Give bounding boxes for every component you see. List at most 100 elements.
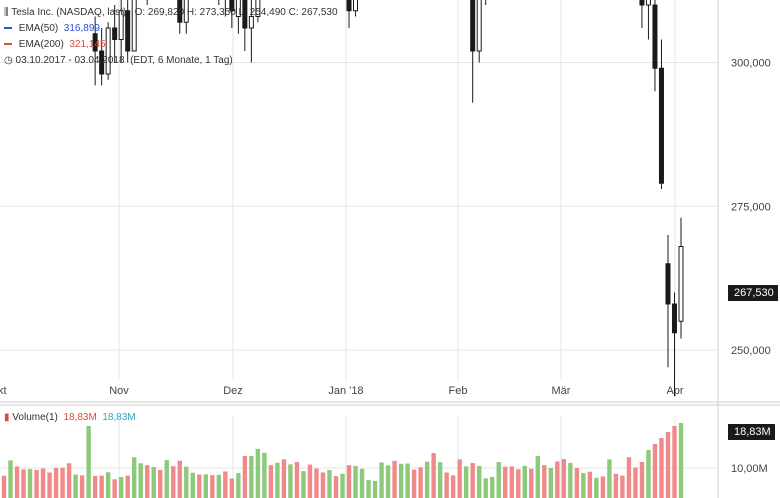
volume-bar [14, 466, 20, 498]
volume-bar [392, 460, 397, 498]
volume-bar [1, 475, 7, 498]
bar-chart-icon[interactable]: ⫼ [4, 7, 9, 18]
y-tick-label: 275,000 [731, 201, 771, 213]
volume-icon[interactable]: ▮ [4, 412, 10, 423]
candle-body [671, 303, 677, 334]
volume-bar [379, 462, 384, 498]
candle-body [470, 0, 476, 52]
date-range: 03.10.2017 - 03.04.2018 [15, 55, 125, 66]
volume-bar [268, 465, 274, 498]
volume-bar [594, 477, 599, 498]
instrument-title: Tesla Inc. (NASDAQ, last) [11, 7, 127, 18]
volume-bar [66, 463, 72, 498]
volume-bar [255, 448, 261, 498]
candle-body [248, 16, 254, 29]
volume-value-2: 18,83M [102, 412, 136, 423]
volume-bar [151, 466, 156, 498]
volume-bar [249, 456, 254, 498]
ema200-label: EMA(200) [18, 39, 64, 50]
volume-bar [307, 464, 313, 498]
volume-bar [216, 474, 222, 498]
volume-bar [314, 468, 319, 498]
volume-bar [490, 476, 495, 498]
candle-body [652, 4, 658, 69]
volume-bar [125, 475, 130, 498]
volume-bar [40, 468, 46, 498]
volume-bar [398, 463, 404, 498]
volume-bar [203, 474, 208, 498]
volume-legend: ▮ Volume(1) 18,83M 18,83M [4, 412, 136, 424]
volume-bar [646, 450, 651, 498]
volume-bar [496, 462, 501, 498]
y-tick-label: 300,000 [731, 58, 771, 70]
volume-bar [171, 466, 176, 498]
ema50-legend[interactable]: EMA(50) 316,899 [4, 23, 100, 35]
volume-bar [372, 480, 378, 498]
candle-body [658, 67, 664, 184]
y-tick-label: 250,000 [731, 345, 771, 357]
volume-bar [301, 471, 306, 498]
candle-body [476, 0, 482, 52]
volume-bar [21, 469, 26, 498]
ema50-value: 316,899 [63, 23, 100, 34]
volume-bar [633, 467, 638, 498]
volume-bar [561, 459, 567, 498]
volume-bar [112, 479, 117, 498]
volume-bar [542, 465, 547, 498]
candle-body [346, 0, 352, 12]
volume-bar [229, 478, 235, 498]
volume-bar [138, 463, 143, 498]
x-tick-label: Dez [223, 385, 243, 397]
volume-bar [288, 464, 293, 498]
volume-bar [145, 465, 150, 498]
clock-icon[interactable]: ◷ [4, 55, 13, 66]
candle-body [242, 0, 248, 29]
volume-bar [444, 472, 449, 498]
volume-bar [210, 475, 215, 498]
range-meta: (EDT, 6 Monate, 1 Tag) [130, 55, 233, 66]
volume-bar [105, 472, 111, 498]
candle-body [131, 0, 137, 52]
x-tick-label: Mär [552, 385, 571, 397]
volume-bar [639, 461, 645, 498]
volume-bar [620, 475, 625, 498]
volume-bar [177, 460, 182, 498]
candle-body [183, 0, 189, 23]
volume-bar [340, 473, 345, 498]
candle-body [177, 0, 183, 23]
volume-bar [333, 476, 339, 498]
candle-body [255, 0, 261, 17]
volume-bar [281, 459, 287, 498]
candle-body [118, 10, 124, 40]
volume-bar [431, 453, 436, 498]
ema200-legend[interactable]: EMA(200) 321,145 [4, 39, 106, 51]
volume-bar [327, 470, 332, 498]
candle-body [105, 27, 111, 75]
x-tick-label: Jan '18 [328, 385, 363, 397]
candle-body [235, 0, 241, 17]
volume-bar [118, 476, 124, 498]
volume-bar [86, 426, 91, 498]
ema200-value: 321,145 [69, 39, 106, 50]
volume-bar [366, 480, 371, 498]
volume-bar [223, 471, 228, 498]
volume-bar [607, 459, 612, 498]
volume-bar [613, 473, 619, 498]
volume-bar [626, 457, 632, 498]
volume-bar [27, 469, 33, 498]
volume-bar [184, 466, 189, 498]
volume-bar [568, 463, 573, 498]
candle-body [112, 27, 118, 40]
volume-bar [60, 467, 65, 498]
ohlc-readout: O: 269,820 H: 273,350 L: 254,490 C: 267,… [134, 7, 338, 18]
volume-bar [236, 473, 241, 498]
candle-body [99, 50, 105, 75]
volume-bar [190, 472, 195, 498]
volume-bar [470, 463, 475, 498]
volume-bar [34, 469, 39, 498]
volume-bar [73, 474, 78, 498]
volume-bar [424, 461, 430, 498]
volume-bar [672, 426, 677, 498]
volume-bar [158, 469, 163, 498]
